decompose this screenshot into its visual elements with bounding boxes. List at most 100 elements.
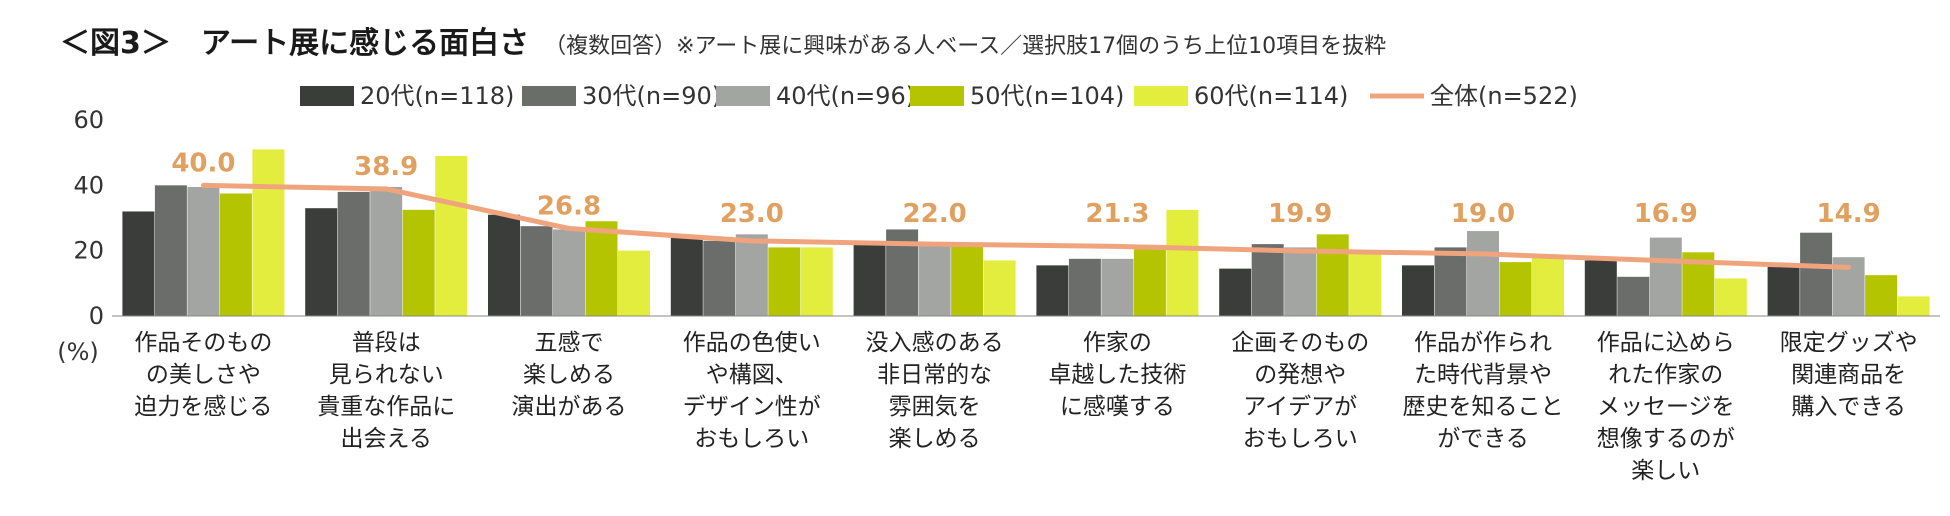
category-label-line: 作品が作られ	[1414, 330, 1552, 356]
category-label-line: 雰囲気を	[889, 394, 981, 420]
total-data-label: 38.9	[354, 152, 418, 182]
legend-swatch	[300, 86, 354, 106]
legend-swatch	[910, 86, 964, 106]
total-data-label: 23.0	[720, 199, 784, 229]
category-label-line: 関連商品を	[1791, 362, 1906, 388]
bar	[735, 234, 768, 316]
total-data-label: 19.9	[1268, 199, 1332, 229]
category-label-line: おもしろい	[1243, 426, 1358, 452]
bar	[1767, 265, 1800, 316]
category-label-line: アイデアが	[1243, 394, 1357, 420]
legend-label: 30代(n=90)	[582, 82, 721, 110]
bar	[1434, 247, 1467, 316]
bar	[1865, 275, 1898, 316]
category-label-line: 作品の色使い	[683, 330, 821, 356]
bar	[1402, 265, 1434, 316]
bar	[1617, 276, 1650, 316]
bar	[252, 149, 285, 316]
bar	[1499, 262, 1532, 316]
category-label-line: 卓越した技術	[1048, 362, 1186, 388]
category-label-line: 見られない	[329, 362, 444, 388]
total-data-label: 26.8	[537, 191, 601, 221]
total-data-label: 22.0	[903, 199, 967, 229]
bar	[122, 211, 155, 316]
total-data-label: 21.3	[1085, 199, 1149, 229]
category-label-line: や構図、	[706, 362, 798, 388]
bar	[585, 221, 618, 316]
legend-label: 60代(n=114)	[1194, 82, 1348, 110]
bar	[1251, 244, 1284, 316]
chart-title-row: ＜図3＞ アート展に感じる面白さ （複数回答）※アート展に興味がある人ベース／選…	[60, 18, 1386, 62]
category-label: 作品が作られた時代背景や歴史を知ることができる	[1403, 330, 1564, 452]
total-data-label: 40.0	[171, 148, 235, 178]
y-tick-label: 60	[73, 106, 104, 134]
bar	[402, 209, 435, 316]
legend-swatch	[1134, 86, 1188, 106]
y-tick-label: 0	[89, 302, 104, 330]
category-label-line: 楽しい	[1631, 458, 1700, 484]
bar	[951, 242, 984, 316]
legend-label: 40代(n=96)	[776, 82, 915, 110]
total-data-label: 19.0	[1451, 199, 1515, 229]
category-label-line: 作品に込めら	[1597, 330, 1735, 356]
category-label-line: 五感で	[535, 330, 604, 356]
category-label-line: 演出がある	[512, 394, 627, 420]
category-label-line: メッセージを	[1597, 394, 1735, 420]
bar	[1316, 234, 1349, 316]
bar	[187, 186, 220, 316]
legend-label: 50代(n=104)	[970, 82, 1124, 110]
category-label: 作品に込められた作家のメッセージを想像するのが楽しい	[1597, 330, 1735, 484]
category-label: 限定グッズや関連商品を購入できる	[1780, 330, 1918, 420]
bar	[1036, 265, 1069, 316]
category-label-line: 購入できる	[1791, 394, 1906, 420]
bar	[670, 237, 703, 316]
category-label-line: 作家の	[1083, 330, 1152, 356]
chart-subtitle: （複数回答）※アート展に興味がある人ベース／選択肢17個のうち上位10項目を抜粋	[544, 34, 1387, 59]
category-label-line: た時代背景や	[1414, 362, 1552, 388]
bar	[1284, 247, 1317, 316]
y-tick-label: 20	[73, 237, 104, 265]
category-label-line: 作品そのもの	[134, 330, 272, 356]
bar	[435, 155, 468, 316]
category-label-line: 出会える	[341, 426, 432, 452]
bar	[337, 191, 370, 316]
bar	[618, 250, 650, 316]
legend-swatch	[716, 86, 770, 106]
category-label-line: の発想や	[1254, 362, 1346, 388]
total-data-label: 14.9	[1817, 199, 1881, 229]
bar	[1166, 209, 1199, 316]
bar	[1649, 237, 1682, 316]
bar	[1584, 260, 1617, 316]
bar	[1897, 296, 1930, 316]
category-label-line: 貴重な作品に	[317, 394, 455, 420]
bar	[1800, 232, 1833, 316]
category-label-line: に感嘆する	[1060, 394, 1175, 420]
category-label-line: の美しさや	[146, 362, 261, 388]
y-tick-label: 40	[73, 171, 104, 199]
total-series-line	[200, 182, 1852, 270]
bar	[1101, 258, 1134, 316]
bar	[1133, 247, 1166, 316]
bar	[918, 244, 951, 316]
category-label: 没入感のある非日常的な雰囲気を楽しめる	[866, 330, 1004, 452]
category-label-line: 没入感のある	[866, 330, 1004, 356]
total-data-label: 16.9	[1634, 199, 1698, 229]
category-label-line: 歴史を知ること	[1403, 394, 1564, 420]
y-axis-label: (%)	[57, 338, 99, 366]
category-label-line: 限定グッズや	[1780, 330, 1918, 356]
bar	[1467, 231, 1499, 316]
bar	[768, 247, 801, 316]
category-label-line: 非日常的な	[877, 362, 992, 388]
bar	[800, 247, 833, 316]
category-label: 作家の卓越した技術に感嘆する	[1048, 330, 1186, 420]
category-label-line: 楽しめる	[889, 426, 981, 452]
legend-swatch	[522, 86, 576, 106]
bar	[1532, 257, 1564, 316]
bar	[853, 244, 886, 316]
category-label: 作品の色使いや構図、デザイン性がおもしろい	[683, 330, 821, 452]
bar	[520, 226, 553, 316]
category-label-line: 想像するのが	[1597, 426, 1735, 452]
category-label-line: れた作家の	[1608, 362, 1723, 388]
legend-label: 20代(n=118)	[360, 82, 514, 110]
bar	[1714, 278, 1747, 316]
